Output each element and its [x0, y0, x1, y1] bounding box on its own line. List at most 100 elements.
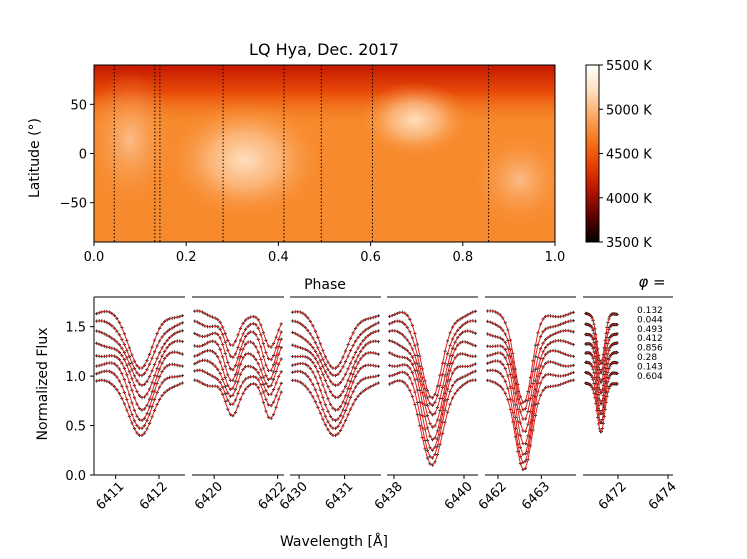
phase-value: 0.044 [637, 315, 663, 325]
model-profile [194, 369, 282, 407]
x-tick-label: 0.4 [268, 250, 289, 265]
model-profile [292, 363, 379, 422]
model-profile [96, 320, 183, 377]
flux-y-axis: 0.0 0.5 1.0 1.5 [65, 321, 94, 484]
colorbar-tick-label: 3500 K [606, 236, 652, 251]
profile-panel: 6462 6463 [476, 296, 576, 513]
wavelength-tick-label: 6463 [519, 479, 553, 513]
model-profile [487, 330, 574, 420]
flux-y-tick-label: 1.0 [65, 370, 86, 385]
model-profile [194, 310, 282, 348]
observation-phase-lines [113, 65, 490, 242]
model-profile [194, 320, 282, 361]
model-profile [292, 370, 379, 429]
wavelength-tick-label: 6431 [322, 479, 356, 513]
wavelength-tick-label: 6462 [476, 479, 510, 513]
observed-profile [193, 349, 283, 391]
x-tick-label: 0.6 [360, 250, 381, 265]
observed-profile [291, 361, 380, 423]
wavelength-tick-label: 6412 [137, 479, 171, 513]
x-tick-label: 0.0 [84, 250, 105, 265]
model-profile [585, 352, 618, 404]
observed-profile [584, 370, 619, 425]
model-profile [487, 310, 574, 404]
model-profile [194, 359, 282, 398]
wavelength-tick-label: 6474 [646, 479, 680, 513]
phase-value: 0.604 [637, 372, 663, 382]
map-xlabel: Phase [304, 277, 346, 293]
model-profile [194, 379, 282, 420]
map-area [94, 65, 555, 242]
model-profile [194, 350, 282, 390]
model-profile [292, 311, 379, 369]
y-tick-label: 0 [79, 148, 87, 163]
map-ylabel: Latitude (°) [27, 118, 43, 198]
model-profile [389, 330, 476, 416]
model-profile [487, 320, 574, 411]
profile-panel: 6430 6431 [277, 296, 381, 513]
model-profile [194, 340, 282, 381]
warm-region-3 [94, 70, 175, 210]
observed-profile [584, 350, 619, 405]
model-profile [389, 320, 476, 406]
profile-panel: 6411 6412 [93, 296, 185, 513]
x-tick-label: 0.8 [452, 250, 473, 265]
observed-profile [95, 350, 184, 412]
observed-profile [388, 378, 477, 467]
model-profile [389, 310, 476, 399]
observed-profile [95, 329, 184, 387]
y-tick-label: −50 [60, 197, 87, 212]
model-profile [487, 379, 574, 471]
observed-profile [584, 381, 619, 434]
observed-profile [193, 319, 283, 362]
model-profile [487, 369, 574, 464]
model-profile [389, 352, 476, 441]
model-profile [389, 379, 476, 466]
warm-region-2 [360, 82, 470, 158]
flux-y-tick-label: 1.5 [65, 321, 86, 336]
wavelength-tick-label: 6440 [442, 479, 476, 513]
wavelength-tick-label: 6438 [372, 479, 406, 513]
phase-value: 0.412 [637, 334, 663, 344]
wavelength-tick-label: 6411 [93, 479, 127, 513]
colorbar [585, 64, 600, 243]
observed-profile [291, 351, 380, 412]
observed-profile [584, 322, 619, 374]
model-profile [96, 370, 183, 429]
observed-profile [584, 332, 619, 384]
profile-panel: 6438 6440 [372, 296, 478, 513]
model-profile [487, 360, 574, 456]
phase-value: 0.132 [637, 306, 663, 316]
profile-panel: 6420 6422 [192, 296, 289, 513]
phase-label: φ = [638, 273, 665, 291]
colorbar-tick-label: 5000 K [606, 103, 652, 118]
flux-y-tick-label: 0.5 [65, 420, 86, 435]
colorbar-ticks: 5500 K 5000 K 4500 K 4000 K 3500 K [599, 59, 652, 251]
model-profile [585, 323, 618, 373]
model-profile [292, 379, 379, 437]
model-profile [487, 350, 574, 445]
observed-profile [95, 361, 184, 422]
model-profile [96, 351, 183, 411]
model-profile [292, 320, 379, 377]
wavelength-xlabel: Wavelength [Å] [280, 533, 388, 550]
model-profile [96, 340, 183, 399]
model-profile [389, 340, 476, 428]
phase-value: 0.493 [637, 325, 663, 335]
model-profile [585, 342, 618, 394]
observed-profile [584, 341, 619, 395]
model-profile [292, 340, 379, 398]
model-profile [389, 363, 476, 451]
x-tick-label: 0.2 [176, 250, 197, 265]
observed-profile [486, 378, 575, 472]
observed-profile [486, 368, 575, 465]
colorbar-tick-label: 4000 K [606, 192, 652, 207]
model-profile [194, 331, 282, 372]
phase-value: 0.856 [637, 344, 663, 354]
map-title: LQ Hya, Dec. 2017 [249, 40, 399, 59]
x-tick-label: 1.0 [545, 250, 566, 265]
flux-ylabel: Normalized Flux [35, 328, 51, 441]
